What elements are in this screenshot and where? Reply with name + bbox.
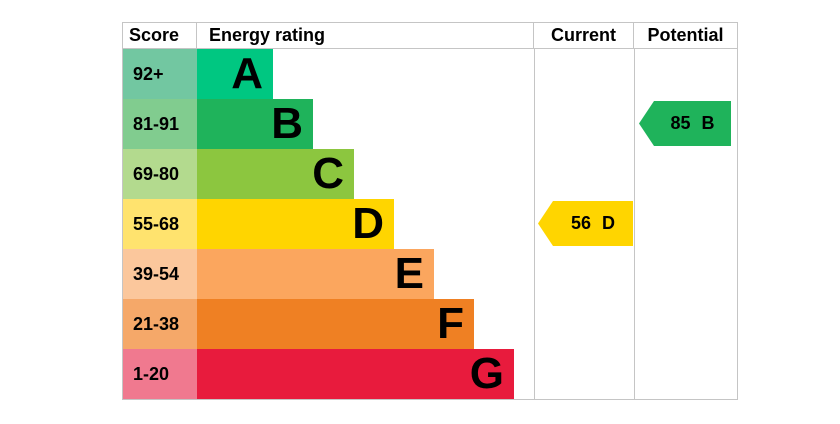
- band-letter-e: E: [394, 249, 424, 298]
- score-range-f: 21-38: [123, 299, 197, 349]
- band-row-a: 92+ A: [123, 49, 737, 99]
- score-range-d: 55-68: [123, 199, 197, 249]
- current-rating-arrow: 56 D: [538, 201, 633, 246]
- band-row-g: 1-20 G: [123, 349, 737, 399]
- score-range-b: 81-91: [123, 99, 197, 149]
- rating-bar-c: C: [197, 149, 354, 199]
- potential-band-letter: B: [701, 113, 715, 133]
- band-letter-g: G: [469, 349, 504, 398]
- current-column-divider: [534, 49, 535, 399]
- current-score-value: 56: [570, 213, 592, 233]
- band-row-f: 21-38 F: [123, 299, 737, 349]
- rating-bar-e: E: [197, 249, 434, 299]
- band-row-d: 55-68 D: [123, 199, 737, 249]
- band-letter-b: B: [271, 99, 303, 148]
- header-current: Current: [534, 23, 634, 48]
- potential-column-divider: [634, 49, 635, 399]
- score-range-g: 1-20: [123, 349, 197, 399]
- table-header: Score Energy rating Current Potential: [123, 23, 737, 49]
- current-band-letter: D: [602, 213, 616, 233]
- band-letter-f: F: [437, 299, 464, 348]
- score-range-e: 39-54: [123, 249, 197, 299]
- header-potential: Potential: [647, 25, 724, 45]
- potential-rating-arrow: 85 B: [639, 101, 731, 146]
- band-letter-c: C: [312, 149, 344, 198]
- header-energy-rating: Energy rating: [197, 23, 534, 48]
- rating-bar-f: F: [197, 299, 474, 349]
- rating-bands: 92+ A 81-91 B 69-80 C 55-68: [123, 49, 737, 399]
- header-score: Score: [123, 23, 197, 48]
- rating-bar-d: D: [197, 199, 394, 249]
- potential-score-value: 85: [670, 113, 691, 133]
- band-letter-d: D: [352, 199, 384, 248]
- band-letter-a: A: [231, 49, 263, 98]
- rating-table: Score Energy rating Current Potential 92…: [122, 22, 738, 400]
- rating-bar-b: B: [197, 99, 313, 149]
- band-row-c: 69-80 C: [123, 149, 737, 199]
- score-range-c: 69-80: [123, 149, 197, 199]
- rating-bar-a: A: [197, 49, 273, 99]
- band-row-b: 81-91 B: [123, 99, 737, 149]
- rating-bar-g: G: [197, 349, 514, 399]
- score-range-a: 92+: [123, 49, 197, 99]
- band-row-e: 39-54 E: [123, 249, 737, 299]
